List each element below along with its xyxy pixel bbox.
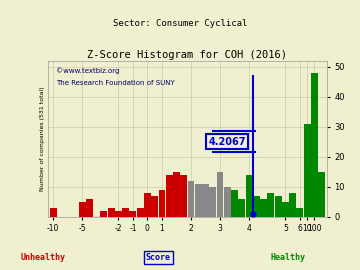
Text: 4.2067: 4.2067 <box>208 137 246 147</box>
Bar <box>137 208 144 217</box>
Title: Z-Score Histogram for COH (2016): Z-Score Histogram for COH (2016) <box>87 50 287 60</box>
Bar <box>231 190 238 217</box>
Bar <box>296 208 303 217</box>
Bar <box>108 208 114 217</box>
Y-axis label: Number of companies (531 total): Number of companies (531 total) <box>40 86 45 191</box>
Bar <box>260 199 267 217</box>
Bar <box>202 184 209 217</box>
Bar <box>130 211 136 217</box>
Bar <box>166 175 173 217</box>
Text: ©www.textbiz.org: ©www.textbiz.org <box>57 67 120 74</box>
Text: The Research Foundation of SUNY: The Research Foundation of SUNY <box>57 80 175 86</box>
Bar <box>115 211 122 217</box>
Bar <box>50 208 57 217</box>
Bar <box>275 196 282 217</box>
Bar <box>289 193 296 217</box>
Text: Healthy: Healthy <box>270 253 306 262</box>
Text: Unhealthy: Unhealthy <box>21 253 66 262</box>
Bar <box>158 190 165 217</box>
Bar <box>253 196 260 217</box>
Bar <box>224 187 231 217</box>
Text: Score: Score <box>146 253 171 262</box>
Bar <box>78 202 86 217</box>
Bar <box>151 196 158 217</box>
Bar <box>209 187 216 217</box>
Bar <box>195 184 202 217</box>
Bar <box>188 181 194 217</box>
Bar <box>282 202 289 217</box>
Bar <box>180 175 187 217</box>
Bar <box>173 172 180 217</box>
Bar <box>246 175 252 217</box>
Bar <box>122 208 129 217</box>
Bar <box>304 124 311 217</box>
Bar <box>100 211 107 217</box>
Bar <box>217 172 224 217</box>
Bar <box>311 73 318 217</box>
Bar <box>318 172 325 217</box>
Bar <box>267 193 274 217</box>
Bar <box>86 199 93 217</box>
Text: Sector: Consumer Cyclical: Sector: Consumer Cyclical <box>113 19 247 28</box>
Bar <box>144 193 151 217</box>
Bar <box>238 199 245 217</box>
